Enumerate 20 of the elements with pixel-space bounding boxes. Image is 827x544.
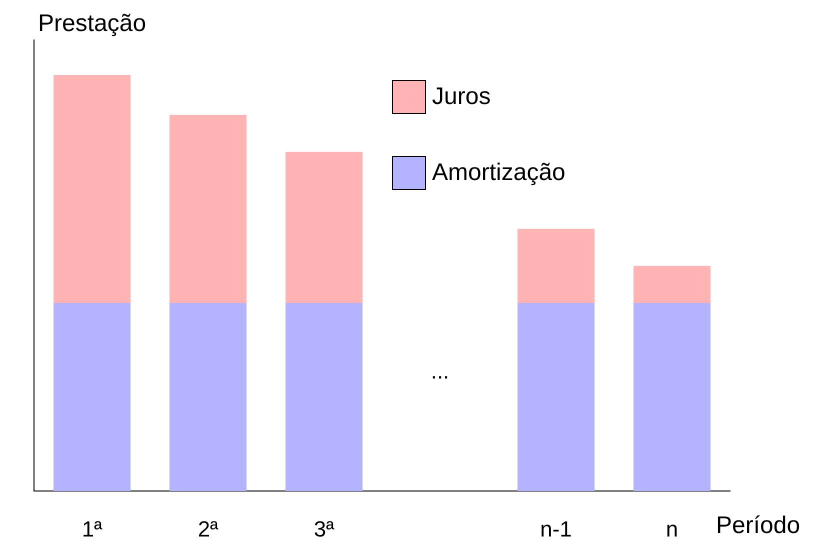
bar [285,152,363,303]
bar [53,302,131,491]
bar [517,302,595,491]
y-axis-title: Prestação [38,10,146,38]
annotation: ... [430,358,450,384]
bar [53,74,131,303]
x-tick-label: 3ª [314,516,336,542]
bar [633,302,711,491]
bar [633,266,711,303]
x-tick-label: n [666,516,678,542]
bar [169,302,247,491]
x-axis-title: Período [716,512,800,540]
bar [285,302,363,491]
x-tick-label: 2ª [198,516,220,542]
legend-label: Amortização [432,159,566,187]
x-tick-label: 1ª [82,516,104,542]
x-tick-label: n-1 [540,516,572,542]
legend-label: Juros [432,83,491,111]
bar [517,228,595,303]
bar [169,114,247,303]
